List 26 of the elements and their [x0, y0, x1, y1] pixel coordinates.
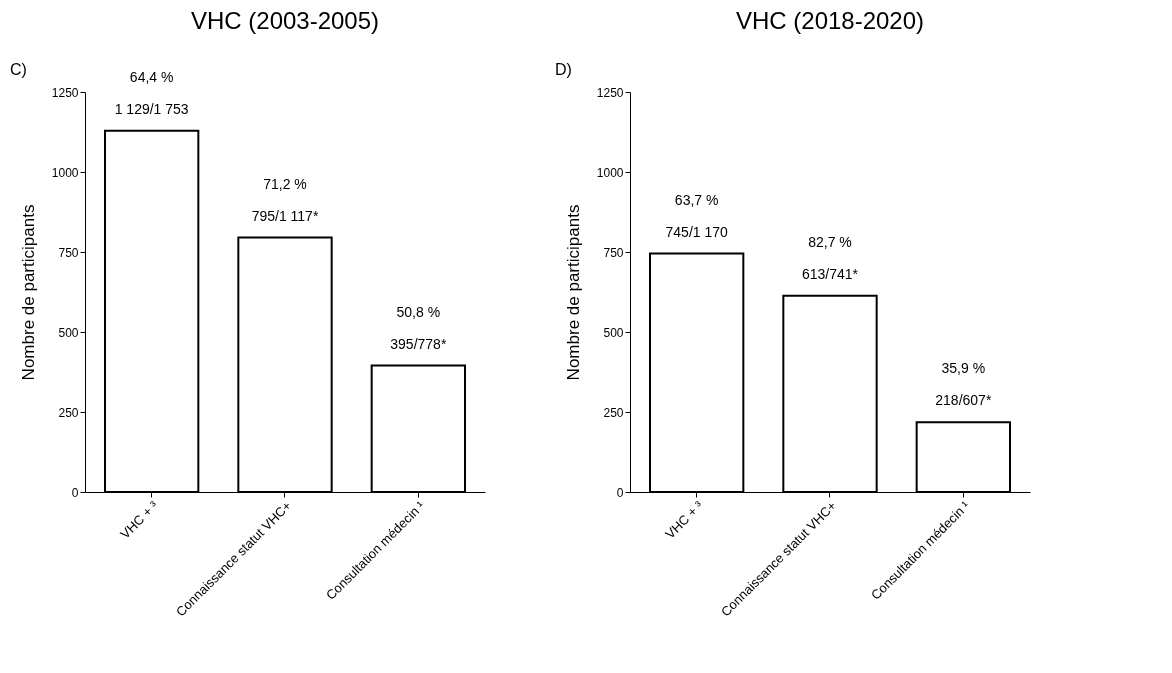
data-label: 64,4 % 1 129/1 753: [114, 68, 189, 117]
y-tick-label: 250: [603, 405, 624, 420]
y-axis-title: Nombre de participants: [563, 204, 583, 381]
y-tick-label: 750: [603, 245, 624, 260]
data-label: 82,7 % 613/741*: [801, 233, 859, 282]
y-tick-label: 500: [58, 325, 79, 340]
chart-title: VHC (2003-2005): [190, 7, 380, 34]
data-label: 35,9 % 218/607*: [935, 360, 992, 409]
x-tick-label: VHC + ³: [662, 497, 707, 542]
y-tick-label: 750: [58, 245, 79, 260]
y-axis-title: Nombre de participants: [18, 204, 38, 381]
x-tick-label: VHC + ³: [117, 497, 162, 542]
y-tick-label: 500: [603, 325, 624, 340]
text: D): [555, 61, 572, 78]
y-tick-label: 0: [71, 485, 79, 500]
y-tick-label: 0: [616, 485, 624, 500]
text: C): [10, 61, 27, 78]
data-label: 71,2 % 795/1 117*: [251, 175, 319, 224]
y-tick-label: 1000: [596, 165, 624, 180]
data-label: 63,7 % 745/1 170: [665, 191, 729, 240]
y-tick-label: 250: [58, 405, 79, 420]
y-tick-label: 1250: [596, 85, 624, 100]
y-tick-label: 1000: [51, 165, 79, 180]
chart-title: VHC (2018-2020): [735, 7, 925, 34]
data-label: 50,8 % 395/778*: [390, 303, 447, 352]
y-tick-label: 1250: [51, 85, 79, 100]
